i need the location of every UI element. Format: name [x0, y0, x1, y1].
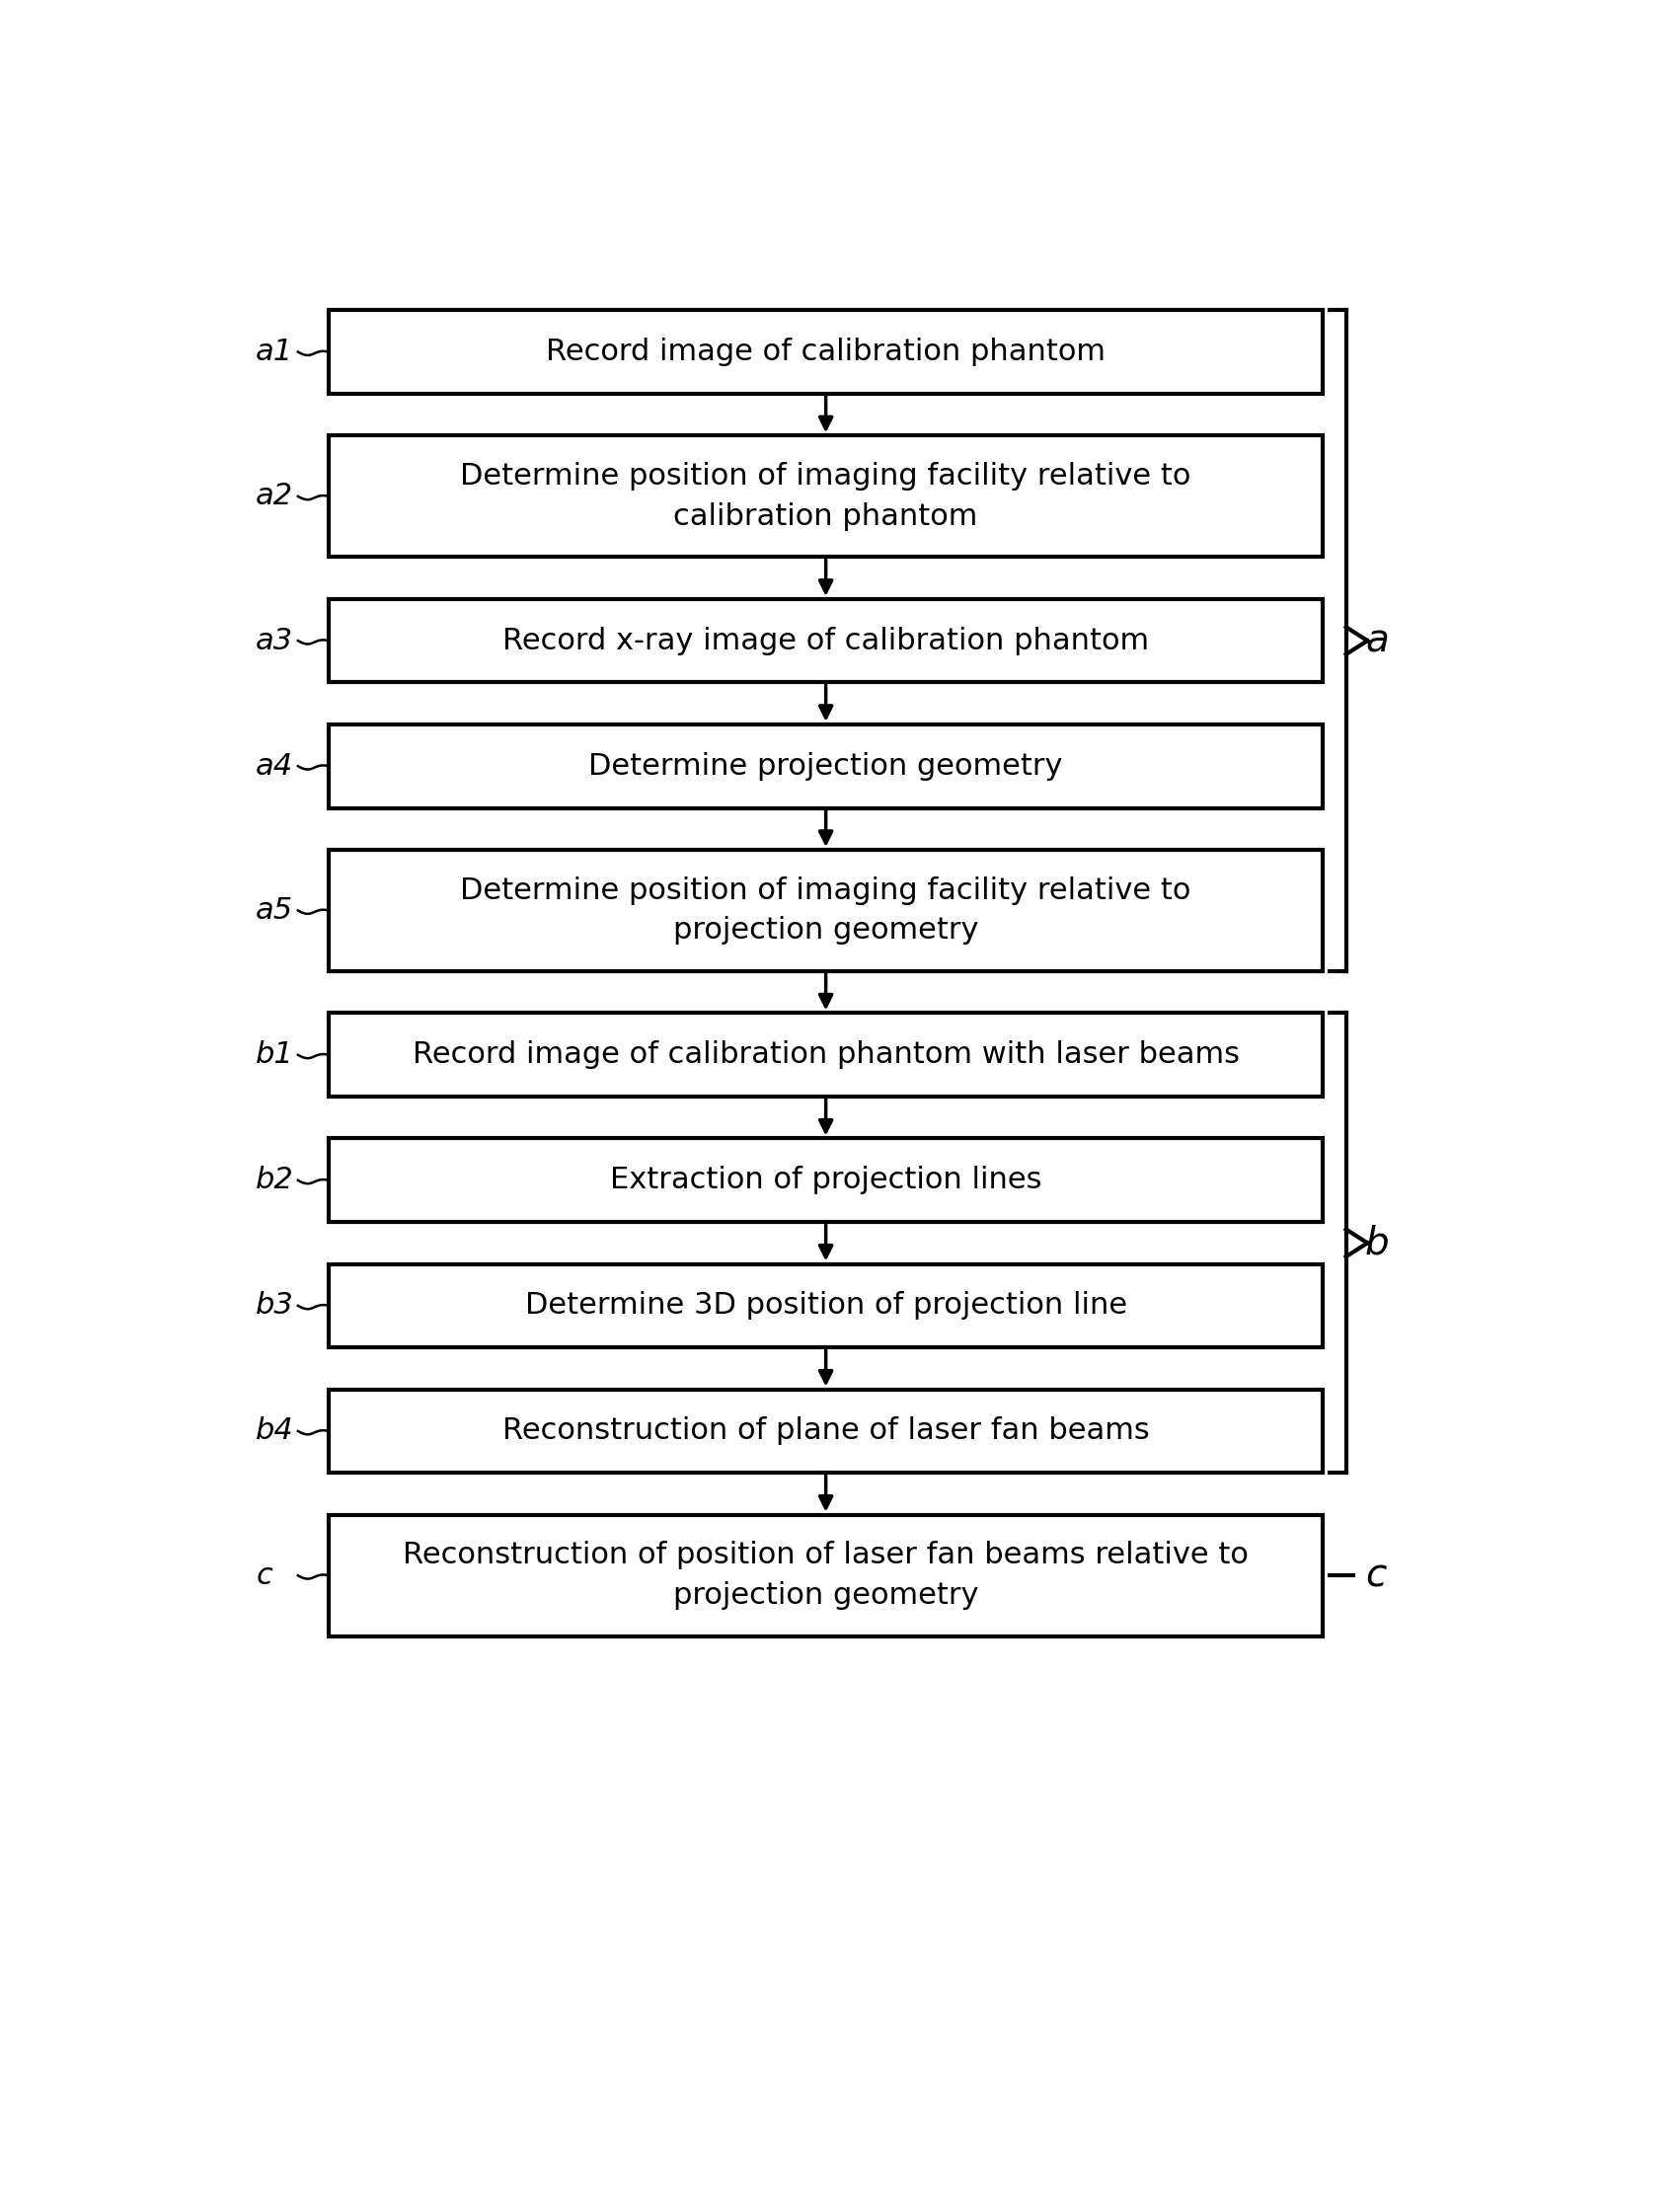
- Text: c: c: [255, 1560, 272, 1589]
- Bar: [329, 599, 1324, 683]
- Bar: [329, 1389, 1324, 1472]
- Bar: [329, 311, 1324, 395]
- Text: Determine 3D position of projection line: Determine 3D position of projection line: [524, 1292, 1127, 1320]
- Bar: [329, 851, 1324, 972]
- Text: Determine position of imaging facility relative to
projection geometry: Determine position of imaging facility r…: [460, 877, 1191, 946]
- Bar: [329, 1014, 1324, 1098]
- Text: a3: a3: [255, 626, 294, 655]
- Text: a2: a2: [255, 483, 294, 511]
- Text: a1: a1: [255, 337, 294, 366]
- Bar: [329, 1263, 1324, 1347]
- Text: c: c: [1366, 1556, 1386, 1593]
- Text: b1: b1: [255, 1040, 294, 1069]
- Text: a5: a5: [255, 897, 294, 926]
- Text: Extraction of projection lines: Extraction of projection lines: [610, 1166, 1042, 1195]
- Text: Reconstruction of position of laser fan beams relative to
projection geometry: Reconstruction of position of laser fan …: [403, 1541, 1248, 1609]
- Text: b: b: [1366, 1223, 1389, 1261]
- Bar: [329, 436, 1324, 558]
- Text: b4: b4: [255, 1417, 294, 1446]
- Text: Record x-ray image of calibration phantom: Record x-ray image of calibration phanto…: [502, 626, 1149, 655]
- Text: Determine projection geometry: Determine projection geometry: [588, 752, 1063, 780]
- Bar: [329, 725, 1324, 809]
- Text: Record image of calibration phantom: Record image of calibration phantom: [546, 337, 1105, 366]
- Text: a4: a4: [255, 752, 294, 780]
- Text: a: a: [1366, 622, 1389, 659]
- Bar: [329, 1139, 1324, 1221]
- Text: b3: b3: [255, 1292, 294, 1320]
- Text: Record image of calibration phantom with laser beams: Record image of calibration phantom with…: [412, 1040, 1240, 1069]
- Text: b2: b2: [255, 1166, 294, 1195]
- Text: Reconstruction of plane of laser fan beams: Reconstruction of plane of laser fan bea…: [502, 1417, 1149, 1446]
- Text: Determine position of imaging facility relative to
calibration phantom: Determine position of imaging facility r…: [460, 463, 1191, 531]
- Bar: [329, 1514, 1324, 1635]
